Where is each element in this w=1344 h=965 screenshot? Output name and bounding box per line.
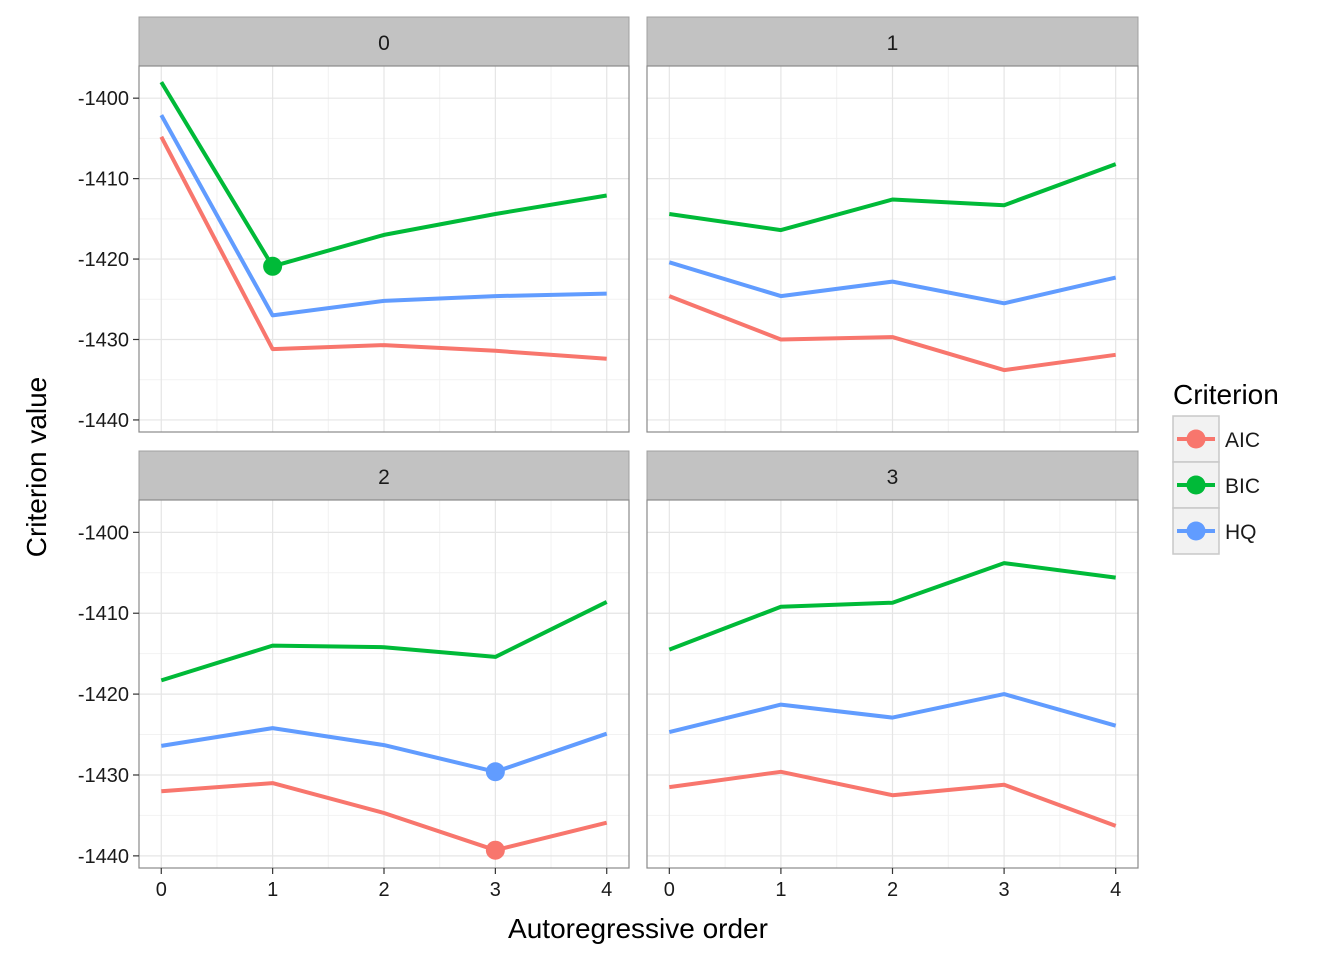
facet-strip xyxy=(646,16,1139,67)
facet-strip-label: 1 xyxy=(887,32,899,55)
y-tick-label: -1420 xyxy=(78,684,129,706)
legend-key-point xyxy=(1186,521,1206,541)
series-line-bic xyxy=(668,561,1116,652)
facet-panel-1: 1 xyxy=(646,16,1139,433)
series-line-aic xyxy=(669,769,1117,828)
legend-label: AIC xyxy=(1225,429,1260,452)
facet-panel-3: 3 0 1 2 3 4 xyxy=(646,450,1139,901)
highlight-point-hq xyxy=(485,762,505,782)
panel-border xyxy=(646,65,1139,433)
facet-strip xyxy=(138,16,630,67)
y-tick-label: -1440 xyxy=(78,410,129,432)
y-tick-label: -1400 xyxy=(78,88,129,110)
series-line-bic xyxy=(160,600,608,683)
legend-title: Criterion xyxy=(1173,379,1279,410)
panel-border xyxy=(138,65,630,433)
legend-key-point xyxy=(1186,475,1206,495)
series-line-hq xyxy=(668,260,1117,306)
legend-item-aic: AIC xyxy=(1172,415,1260,463)
x-tick-label: 2 xyxy=(378,879,389,901)
legend-item-hq: HQ xyxy=(1172,507,1257,555)
series-line-bic xyxy=(159,81,608,269)
legend: Criterion AIC BIC HQ xyxy=(1172,379,1279,555)
legend-label: HQ xyxy=(1225,521,1257,544)
legend-key-point xyxy=(1186,429,1206,449)
x-tick-label: 1 xyxy=(267,879,278,901)
y-tick-label: -1420 xyxy=(78,249,129,271)
y-axis-title: Criterion value xyxy=(21,377,52,558)
series-line-hq xyxy=(160,726,608,774)
x-tick-label: 3 xyxy=(999,879,1010,901)
legend-label: BIC xyxy=(1225,475,1260,498)
x-tick-label: 3 xyxy=(490,879,501,901)
y-tick-label: -1430 xyxy=(78,765,129,787)
x-tick-label: 1 xyxy=(775,879,786,901)
series-line-hq xyxy=(159,114,607,318)
series-line-aic xyxy=(159,135,607,361)
facet-strip-label: 0 xyxy=(378,32,390,55)
x-tick-label: 0 xyxy=(664,879,675,901)
highlight-point-aic xyxy=(485,840,505,860)
facet-strip-label: 3 xyxy=(887,466,899,489)
x-tick-label: 0 xyxy=(156,879,167,901)
facet-panel-0: 0 -1400 -1410 -1420 -1430 -1440 xyxy=(78,16,630,433)
y-tick-label: -1430 xyxy=(78,329,129,351)
y-tick-label: -1410 xyxy=(78,169,129,191)
x-tick-label: 4 xyxy=(1110,879,1121,901)
y-tick-label: -1400 xyxy=(78,522,129,544)
series-line-aic xyxy=(161,781,608,853)
series-line-hq xyxy=(668,692,1117,735)
y-tick-label: -1410 xyxy=(78,603,129,625)
x-axis-title: Autoregressive order xyxy=(508,913,768,944)
facet-panel-2: 2 -1400 -1410 -1420 -1430 -1440 0 1 2 3 4 xyxy=(78,450,630,901)
series-line-bic xyxy=(669,162,1117,233)
y-tick-label: -1440 xyxy=(78,846,129,868)
legend-item-bic: BIC xyxy=(1172,461,1260,509)
x-tick-label: 4 xyxy=(601,879,612,901)
facet-strip xyxy=(646,450,1139,501)
highlight-point-bic xyxy=(263,256,283,276)
x-tick-label: 2 xyxy=(887,879,898,901)
facet-strip xyxy=(138,450,630,501)
facet-strip-label: 2 xyxy=(378,466,390,489)
series-line-aic xyxy=(668,294,1116,373)
